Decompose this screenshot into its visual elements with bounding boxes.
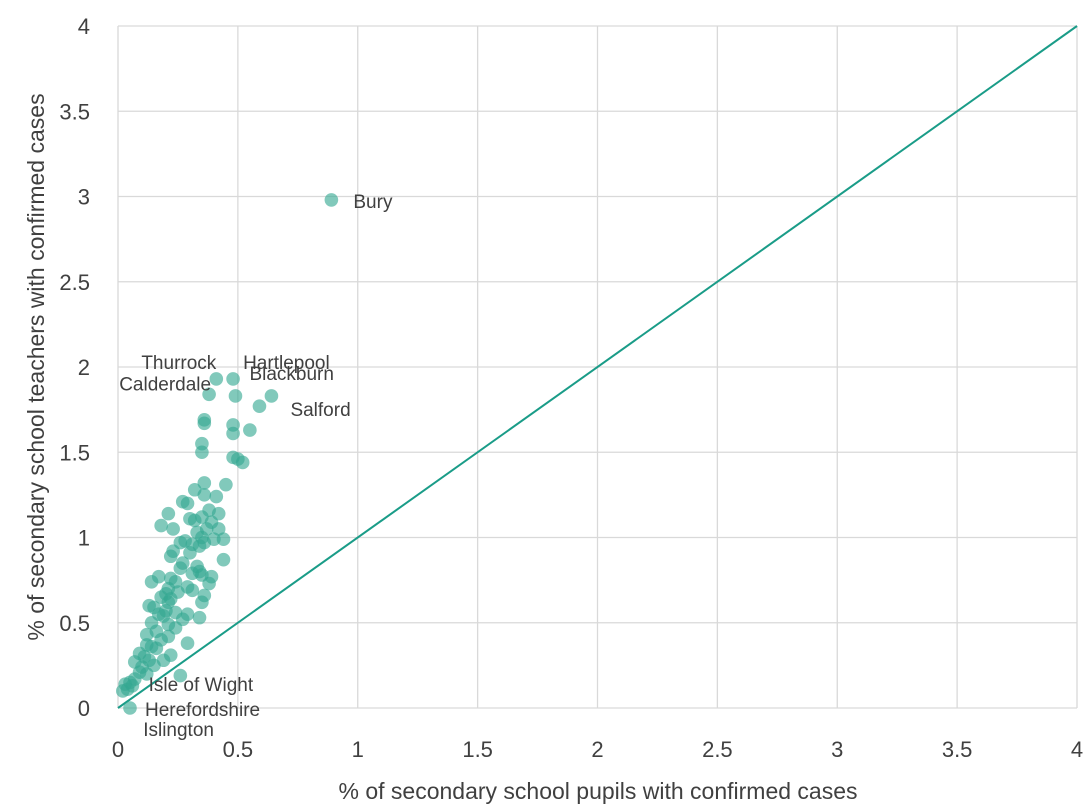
data-point	[219, 477, 233, 492]
data-point	[202, 387, 216, 402]
y-tick-label: 1.5	[59, 440, 90, 465]
data-point	[163, 549, 178, 564]
point-label: Herefordshire	[145, 700, 260, 721]
y-tick-label: 3	[78, 185, 90, 210]
data-point	[115, 684, 130, 698]
x-tick-label: 1.5	[462, 737, 493, 762]
data-point	[216, 552, 231, 567]
x-tick-label: 2.5	[702, 737, 733, 762]
data-point	[197, 416, 212, 431]
data-point	[226, 426, 240, 441]
data-points	[115, 193, 339, 715]
data-point	[185, 583, 200, 598]
data-point	[197, 476, 212, 490]
point-label: Islington	[143, 720, 214, 741]
point-label: Calderdale	[119, 374, 211, 395]
y-tick-label: 4	[78, 14, 90, 39]
data-point	[264, 389, 279, 403]
point-label: Hartlepool	[243, 353, 330, 374]
y-tick-label: 3.5	[59, 99, 90, 124]
y-tick-label: 2.5	[59, 270, 90, 295]
point-label: Blackburn	[249, 364, 334, 385]
y-tick-label: 2	[78, 355, 90, 380]
x-tick-label: 2	[591, 737, 603, 762]
data-point	[183, 546, 197, 560]
x-tick-label: 0.5	[223, 737, 254, 762]
x-axis-title: % of secondary school pupils with confir…	[338, 778, 857, 804]
x-tick-label: 1	[352, 737, 364, 762]
data-point	[195, 445, 209, 460]
data-point	[324, 193, 339, 207]
data-point	[139, 627, 154, 642]
data-point	[154, 518, 168, 533]
data-point	[216, 532, 231, 547]
x-tick-label: 3.5	[942, 737, 973, 762]
data-point	[252, 399, 267, 414]
y-tick-label: 0	[78, 696, 90, 721]
data-point	[192, 610, 207, 625]
data-point	[173, 561, 188, 575]
equality-reference-line	[117, 25, 1078, 709]
data-point	[192, 539, 207, 553]
data-point	[243, 423, 257, 437]
data-point	[180, 496, 195, 511]
x-tick-label: 4	[1071, 737, 1083, 762]
point-label: Isle of Wight	[149, 675, 254, 696]
data-point	[187, 513, 202, 528]
data-point	[195, 595, 209, 610]
x-tick-label: 3	[831, 737, 843, 762]
data-point	[139, 667, 154, 681]
point-label: Thurrock	[141, 353, 216, 374]
data-point	[161, 506, 176, 521]
data-point	[149, 641, 164, 656]
data-point	[228, 389, 243, 403]
point-label: Bury	[353, 192, 393, 213]
data-point	[202, 576, 216, 591]
data-point	[197, 488, 212, 502]
x-tick-label: 0	[112, 737, 124, 762]
data-point	[144, 575, 159, 589]
data-point	[209, 489, 224, 504]
data-point	[211, 522, 226, 536]
point-labels: Bury Thurrock Hartlepool Calderdale Blackbur…	[119, 192, 393, 741]
data-point	[166, 522, 180, 536]
data-point	[173, 668, 188, 683]
data-point	[123, 701, 137, 715]
point-label: Salford	[290, 400, 350, 421]
y-tick-label: 0.5	[59, 611, 90, 636]
tick-labels: 0 0.5 1 1.5 2 2.5 3 3.5 4 0 0.5 1 1.5 2 2.5 3 3.5 4	[59, 14, 1083, 762]
data-point	[180, 636, 195, 651]
data-point	[235, 455, 250, 470]
data-point	[226, 372, 240, 386]
y-tick-label: 1	[78, 526, 90, 551]
data-point	[209, 372, 224, 386]
y-axis-title: % of secondary school teachers with conf…	[23, 93, 49, 640]
